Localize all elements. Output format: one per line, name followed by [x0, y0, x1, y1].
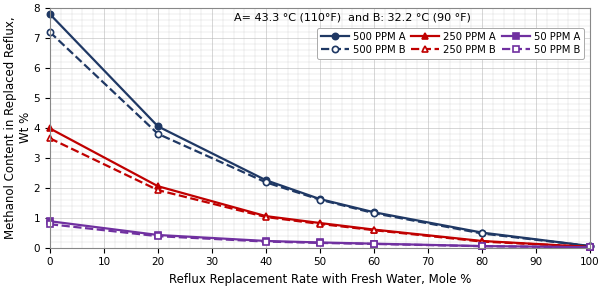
- X-axis label: Reflux Replacement Rate with Fresh Water, Mole %: Reflux Replacement Rate with Fresh Water…: [169, 273, 471, 286]
- Text: A= 43.3 °C (110°F)  and B: 32.2 °C (90 °F): A= 43.3 °C (110°F) and B: 32.2 °C (90 °F…: [234, 13, 471, 23]
- Y-axis label: Methanol Content in Replaced Reflux,
Wt %: Methanol Content in Replaced Reflux, Wt …: [4, 17, 32, 239]
- Legend: 500 PPM A, 500 PPM B, 250 PPM A, 250 PPM B, 50 PPM A, 50 PPM B: 500 PPM A, 500 PPM B, 250 PPM A, 250 PPM…: [316, 28, 585, 59]
